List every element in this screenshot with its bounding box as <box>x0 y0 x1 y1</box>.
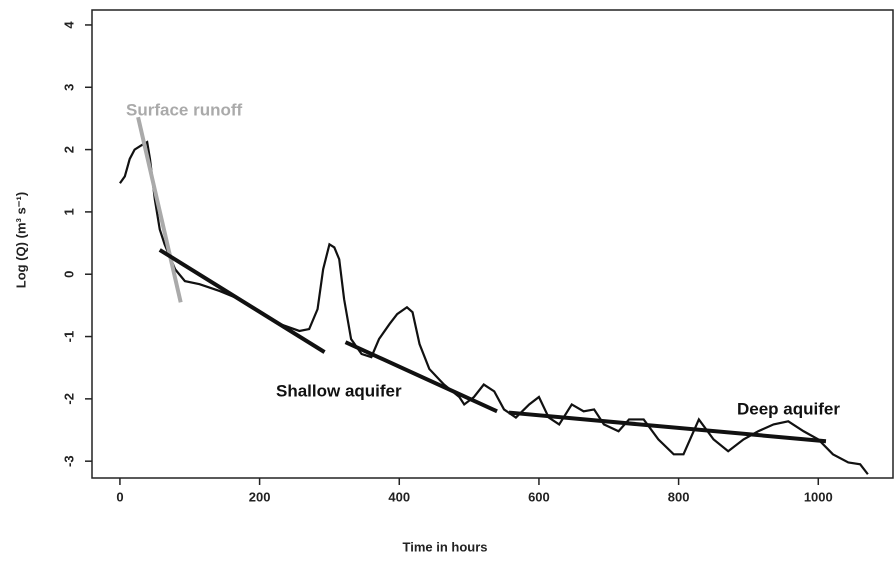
x-tick-label: 200 <box>249 489 271 504</box>
y-tick-label: 1 <box>61 208 76 215</box>
y-axis-label: Log (Q) (m³ s⁻¹) <box>13 192 28 288</box>
fit-line <box>136 116 183 303</box>
y-tick-label: 3 <box>61 84 76 91</box>
y-tick-label: -1 <box>61 331 76 343</box>
annotation: Shallow aquifer <box>276 381 402 400</box>
x-tick-label: 1000 <box>804 489 833 504</box>
y-tick-label: -2 <box>61 393 76 405</box>
fit-line <box>158 248 326 354</box>
plot-frame <box>91 9 894 479</box>
y-tick-label: 0 <box>61 271 76 278</box>
hydrograph-line <box>119 140 869 475</box>
x-axis-label: Time in hours <box>403 539 488 554</box>
y-tick-label: 4 <box>61 21 76 29</box>
y-tick-label: 2 <box>61 146 76 153</box>
x-tick-label: 600 <box>528 489 550 504</box>
annotation: Deep aquifer <box>737 399 840 418</box>
x-tick-label: 400 <box>388 489 410 504</box>
x-tick-label: 800 <box>668 489 690 504</box>
annotation: Surface runoff <box>126 100 243 119</box>
x-tick-label: 0 <box>116 489 123 504</box>
y-tick-label: -3 <box>61 455 76 467</box>
fit-line <box>344 340 498 414</box>
fit-line <box>508 410 827 444</box>
